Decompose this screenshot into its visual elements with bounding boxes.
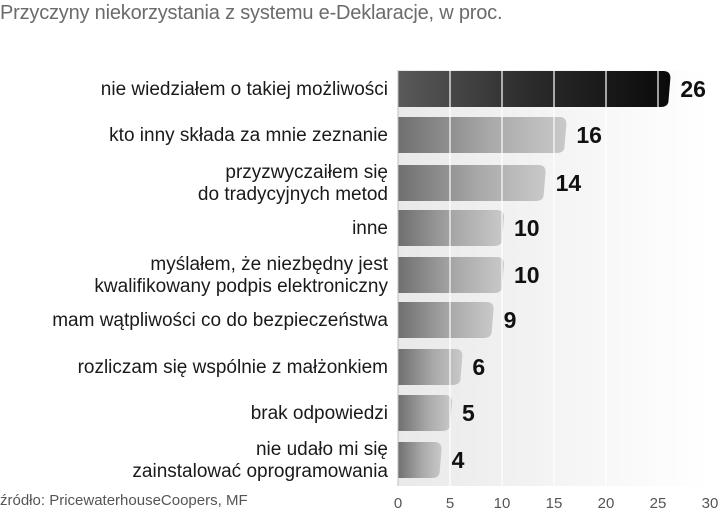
- x-tick-label-6: 30: [702, 495, 719, 512]
- bar-5: [398, 302, 494, 338]
- category-label-1: kto inny składa za mnie zeznanie: [109, 125, 388, 146]
- value-label-0: 26: [680, 76, 706, 102]
- x-tick-label-4: 20: [598, 495, 615, 512]
- x-tick-label-0: 0: [394, 495, 402, 512]
- value-label-8: 4: [452, 447, 465, 473]
- value-label-3: 10: [514, 215, 540, 241]
- value-label-1: 16: [576, 122, 602, 148]
- x-tick-label-1: 5: [446, 495, 454, 512]
- value-label-2: 14: [556, 170, 582, 196]
- x-tick-label-2: 10: [494, 495, 511, 512]
- bar-2: [398, 165, 546, 201]
- value-label-5: 9: [504, 307, 517, 333]
- chart-source: źródło: PricewaterhouseCoopers, MF: [0, 492, 248, 509]
- bar-4: [398, 257, 504, 293]
- x-tick-label-3: 15: [546, 495, 563, 512]
- bar-0: [398, 71, 671, 107]
- category-label-5: mam wątpliwości co do bezpieczeństwa: [52, 310, 388, 331]
- bar-3: [398, 210, 504, 246]
- bar-7: [398, 395, 452, 431]
- category-label-0: nie wiedziałem o takiej możliwości: [101, 79, 388, 100]
- category-label-8: nie udało mi się zainstalować oprogramowa…: [132, 439, 388, 482]
- chart-title: Przyczyny niekorzystania z systemu e-Dek…: [0, 2, 503, 24]
- category-label-7: brak odpowiedzi: [251, 403, 388, 424]
- value-label-7: 5: [462, 400, 475, 426]
- category-label-6: rozliczam się wspólnie z małżonkiem: [78, 357, 388, 378]
- category-label-3: inne: [352, 218, 388, 239]
- value-label-6: 6: [472, 354, 485, 380]
- bar-1: [398, 117, 567, 153]
- category-label-4: myślałem, że niezbędny jest kwalifikowany…: [94, 254, 388, 297]
- bar-6: [398, 349, 463, 385]
- x-tick-label-5: 25: [650, 495, 667, 512]
- bar-8: [398, 442, 442, 478]
- value-label-4: 10: [514, 262, 540, 288]
- category-label-2: przyzwyczaiłem się do tradycyjnych metod: [198, 162, 388, 205]
